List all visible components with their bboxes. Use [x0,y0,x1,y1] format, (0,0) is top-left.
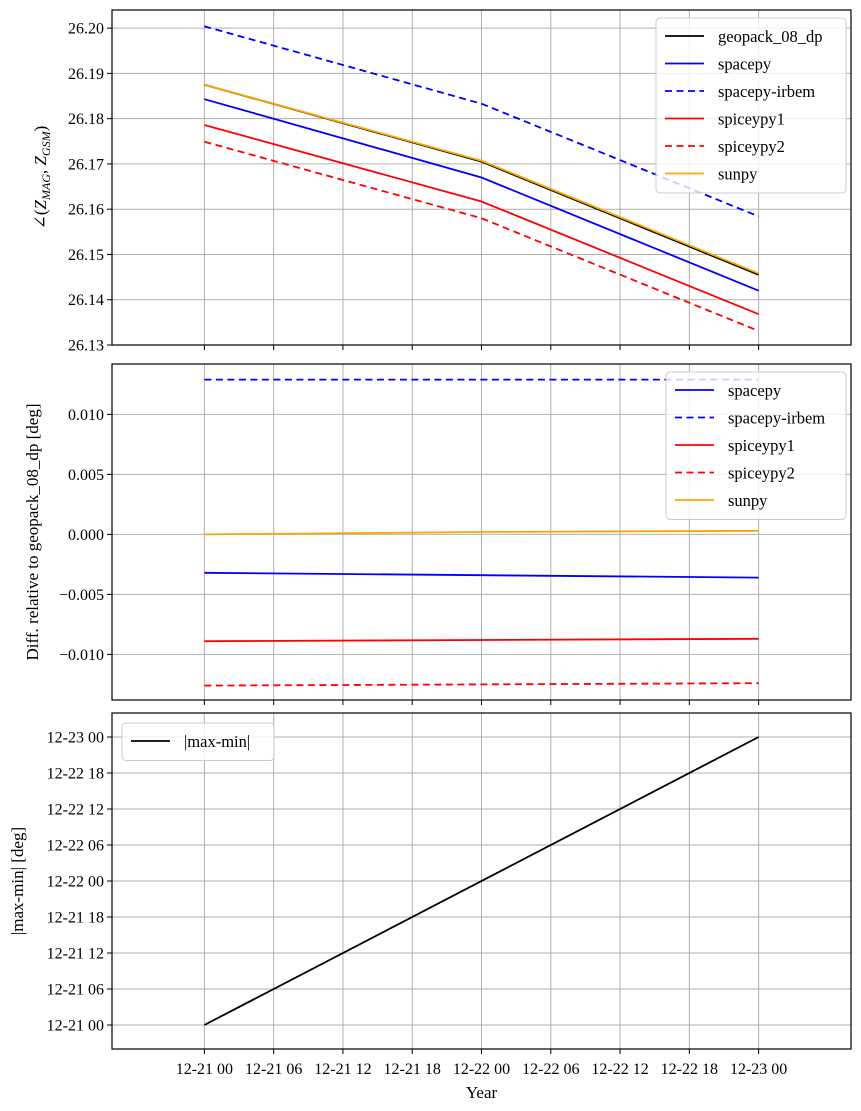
x-tick-label: 12-23 00 [730,1061,787,1078]
y-tick-label: 12-21 06 [47,982,104,999]
series-line-spiceypy2 [204,140,759,332]
y-axis-label: ∠(ZMAG, ZGSM) [31,126,53,230]
series-line-spacepy [204,98,759,292]
x-axis-label: Year [466,1083,498,1102]
legend-entry: spacepy [728,381,782,400]
y-tick-label: 12-22 18 [47,766,104,783]
legend: spacepy spacepy-irbem spiceypy1 spiceypy2 su… [665,371,847,520]
y-tick-label: 26.20 [68,21,104,38]
legend-entry: spiceypy1 [728,436,795,455]
x-tick-label: 12-22 18 [661,1061,718,1078]
series-line-spiceypy1 [204,637,759,643]
y-tick-label: 12-23 00 [47,730,104,747]
legend-box [655,17,847,194]
legend-entry: spiceypy2 [718,137,785,156]
y-tick-label: 26.14 [68,292,104,309]
y-tick-label: 12-22 12 [47,802,104,819]
legend-entry: spiceypy2 [728,464,795,483]
x-tick-label: 12-21 06 [245,1061,302,1078]
series-line-spacepy [204,571,759,579]
series-line-sunpy [204,83,759,275]
y-tick-label: 0.010 [68,407,104,424]
legend-entry: spiceypy1 [718,110,785,129]
panel-2: −0.010 −0.005 0.000 0.005 0.010 Diff. relativ… [23,363,852,705]
y-tick-label: −0.010 [59,647,104,664]
y-tick-label: 26.18 [68,111,104,128]
x-tick-label: 12-22 06 [522,1061,579,1078]
y-tick-label: 0.005 [68,467,104,484]
y-tick-label: 26.17 [68,156,104,173]
y-tick-label: 12-22 06 [47,838,104,855]
series-line-max-min [203,736,760,1026]
y-tick-label: 12-22 00 [47,874,104,891]
legend-entry: spacepy-irbem [728,409,825,428]
series-line-spiceypy1 [204,124,759,316]
y-tick-label: 0.000 [68,527,104,544]
panel-3: 12-21 00 12-21 06 12-21 12 12-21 18 12-22 00… [8,712,852,1102]
x-tick-label: 12-21 00 [176,1061,233,1078]
legend-entry: |max-min| [184,732,250,751]
y-tick-label: 12-21 00 [47,1018,104,1035]
y-tick-label: −0.005 [59,587,104,604]
x-tick-label: 12-22 00 [453,1061,510,1078]
legend-entry: sunpy [718,165,758,184]
legend-entry: sunpy [728,491,768,510]
y-tick-label: 12-21 12 [47,946,104,963]
y-tick-label: 26.15 [68,247,104,264]
legend-box [665,371,847,520]
legend-box [121,722,275,761]
y-tick-label: 26.19 [68,66,104,83]
series-line-spiceypy2 [204,682,759,687]
x-tick-label: 12-21 12 [314,1061,371,1078]
legend-entry: spacepy-irbem [718,82,815,101]
x-tick-label: 12-21 18 [384,1061,441,1078]
y-tick-label: 26.13 [68,338,104,355]
y-axis-label: |max-min| [deg] [8,827,27,935]
panel-1: 26.13 26.14 26.15 26.16 26.17 26.18 26.19 26.20… [31,9,852,355]
series-line-sunpy [204,529,759,536]
legend-entry: spacepy [718,55,772,74]
legend: |max-min| [121,722,275,761]
y-axis-label: Diff. relative to geopack_08_dp [deg] [23,404,42,661]
legend-entry: geopack_08_dp [718,27,822,46]
y-tick-label: 26.16 [68,202,104,219]
x-tick-label: 12-22 12 [591,1061,648,1078]
y-tick-label: 12-21 18 [47,910,104,927]
